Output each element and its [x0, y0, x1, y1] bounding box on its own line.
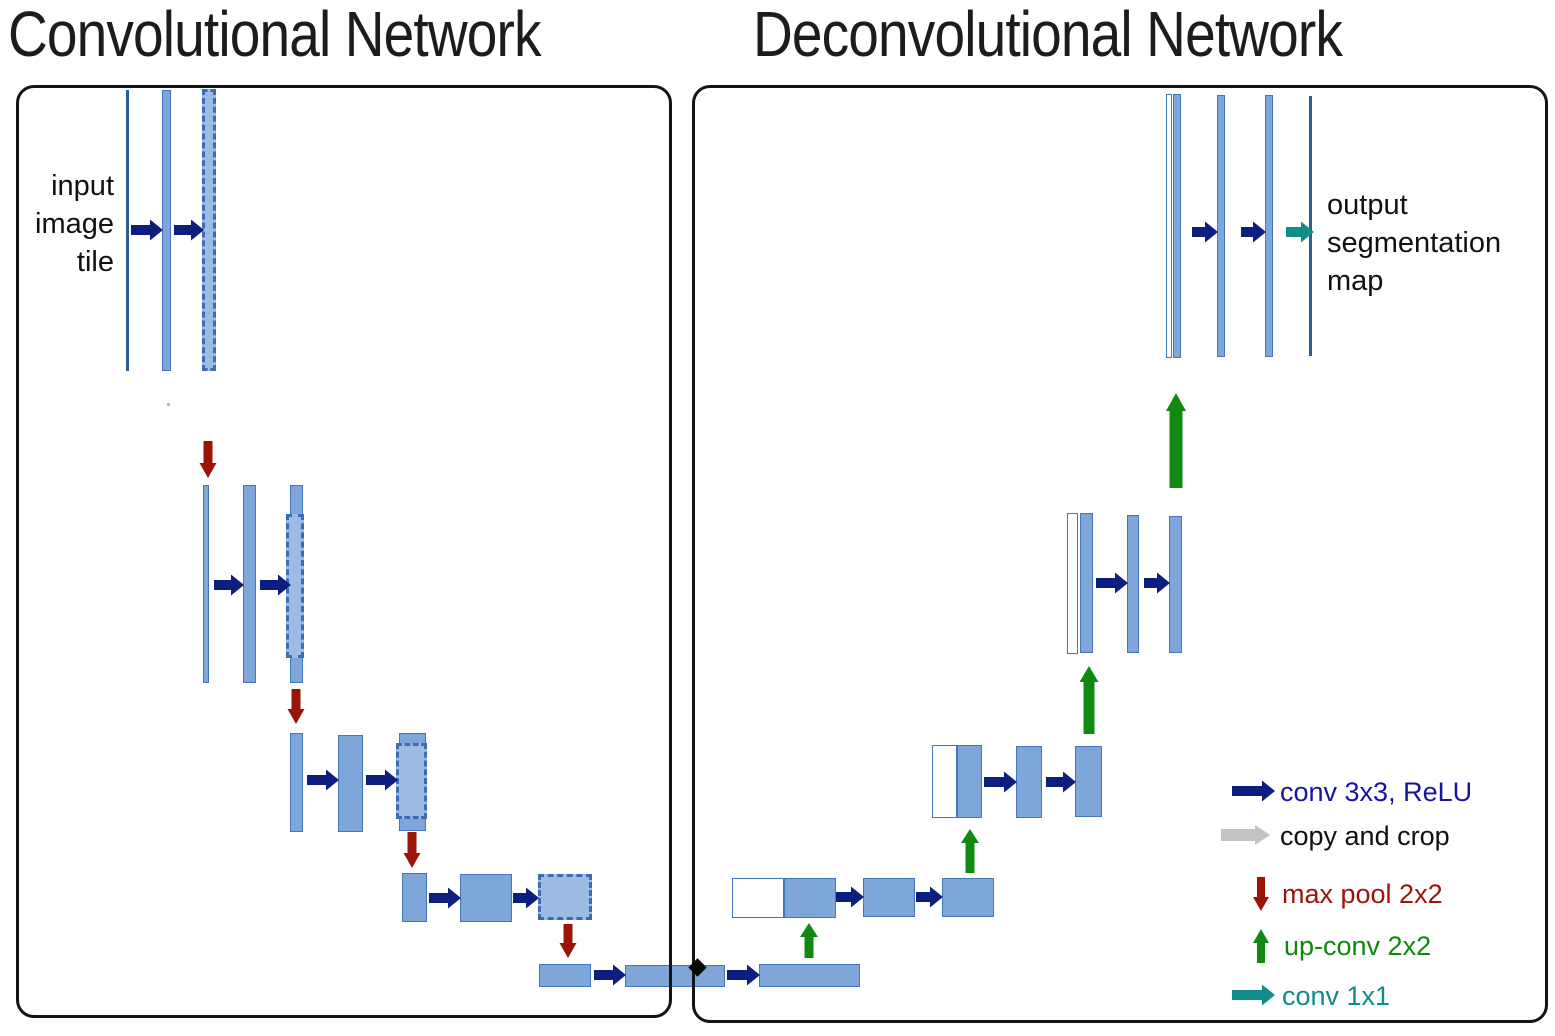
conv3x3-arrow-icon: [1192, 221, 1218, 243]
feature-map-bar: [784, 878, 836, 918]
conv3x3-arrow-icon: [214, 574, 244, 596]
copied-feature-map: [932, 745, 957, 818]
feature-map-bar: [1169, 516, 1182, 653]
legend-arrow-icon-2: [1253, 877, 1269, 911]
upconv-arrow-icon: [1166, 393, 1186, 488]
conv3x3-arrow-icon: [1144, 572, 1170, 594]
upconv-arrow-icon: [1079, 666, 1099, 734]
maxpool-arrow-icon: [287, 689, 305, 724]
copied-feature-map: [732, 878, 784, 918]
copied-feature-map: [1067, 513, 1078, 654]
cropped-feature-map: [538, 874, 592, 920]
output-segmentation-map-label: output segmentation map: [1327, 186, 1501, 300]
conv3x3-arrow-icon: [1046, 771, 1076, 793]
conv3x3-arrow-icon: [836, 886, 864, 908]
conv3x3-arrow-icon: [174, 219, 204, 241]
upconv-arrow-icon: [961, 829, 979, 873]
legend-arrow-icon-1: [1221, 825, 1270, 845]
input-label-line-2: image: [35, 208, 114, 240]
feature-map-bar: [162, 90, 171, 371]
feature-map-bar: [338, 735, 363, 832]
upconv-arrow-icon: [800, 923, 818, 958]
legend-label-4: conv 1x1: [1282, 981, 1391, 1011]
conv3x3-arrow-icon: [260, 574, 291, 596]
input-image-tile-label: input image tile: [10, 167, 114, 281]
title-deconvolutional-network: Deconvolutional Network: [753, 0, 1343, 70]
conv3x3-arrow-icon: [513, 887, 539, 909]
conv3x3-arrow-icon: [594, 964, 626, 986]
input-label-line-1: input: [51, 170, 114, 202]
output-label-line-1: output: [1327, 189, 1408, 221]
conv3x3-arrow-icon: [1096, 572, 1128, 594]
legend-label-3: up-conv 2x2: [1284, 931, 1432, 961]
crop-region-overlay: [396, 743, 427, 819]
conv3x3-arrow-icon: [366, 769, 398, 791]
feature-map-bar: [957, 745, 982, 818]
feature-map-bar: [1217, 95, 1225, 357]
feature-map-bar: [290, 733, 303, 832]
feature-map-bar: [402, 873, 427, 922]
feature-map-bar: [539, 964, 591, 987]
legend-label-0: conv 3x3, ReLU: [1280, 777, 1473, 807]
feature-map-bar: [863, 878, 915, 917]
feature-map-bar: [1173, 94, 1181, 358]
feature-map-bar: [460, 874, 512, 922]
conv3x3-arrow-icon: [984, 771, 1017, 793]
feature-map-bar: [942, 878, 994, 917]
conv3x3-arrow-icon: [307, 769, 339, 791]
legend-label-2: max pool 2x2: [1282, 879, 1443, 909]
feature-map-bar: [243, 485, 256, 683]
feature-map-bar: [1127, 515, 1139, 653]
feature-map-bar: [1075, 746, 1102, 817]
conv3x3-arrow-icon: [727, 964, 760, 986]
feature-map-bar: [203, 485, 209, 683]
conv1x1-arrow-icon: [1286, 221, 1314, 243]
conv3x3-arrow-icon: [1241, 221, 1266, 243]
conv3x3-arrow-icon: [131, 219, 163, 241]
feature-map-bar: [1309, 96, 1312, 356]
conv3x3-arrow-icon: [429, 887, 461, 909]
output-label-line-2: segmentation: [1327, 227, 1502, 259]
feature-map-bar: [759, 964, 860, 987]
input-label-line-3: tile: [76, 246, 114, 278]
maxpool-arrow-icon: [403, 832, 421, 868]
legend-arrow-icon-0: [1232, 780, 1275, 802]
maxpool-arrow-icon: [559, 924, 577, 958]
feature-map-bar: [1265, 95, 1273, 357]
conv3x3-arrow-icon: [916, 886, 943, 908]
title-convolutional-network: Convolutional Network: [8, 0, 541, 70]
maxpool-arrow-icon: [199, 441, 217, 478]
feature-map-bar: [126, 90, 129, 371]
output-label-line-3: map: [1327, 265, 1384, 297]
stray-dot: [167, 403, 170, 406]
legend-label-1: copy and crop: [1280, 821, 1450, 851]
copied-feature-map: [1166, 94, 1172, 358]
legend-arrow-icon-3: [1253, 929, 1269, 963]
feature-map-bar: [1080, 513, 1093, 653]
legend-arrow-icon-4: [1232, 984, 1275, 1006]
